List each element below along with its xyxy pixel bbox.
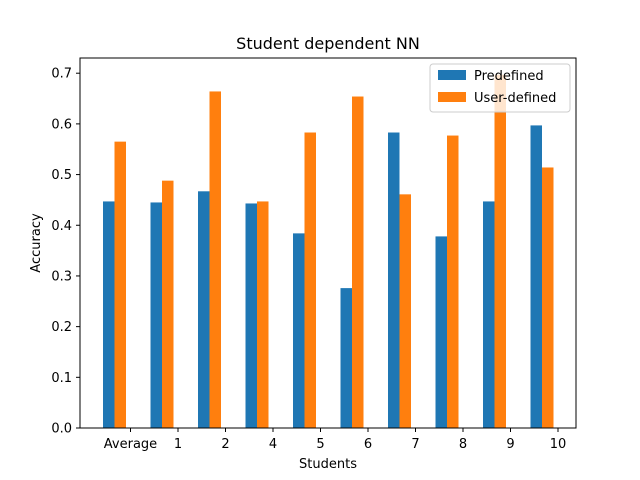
y-tick-label: 0.1 (51, 371, 72, 386)
bar-user-defined-7 (399, 194, 411, 428)
bar-user-defined-5 (304, 132, 316, 429)
bars-group (103, 74, 554, 429)
bar-user-defined-8 (447, 135, 459, 428)
bar-predefined-4 (245, 203, 257, 428)
bar-user-defined-9 (494, 74, 506, 429)
legend: Predefined User-defined (429, 63, 571, 113)
chart-title: Student dependent NN (236, 34, 420, 53)
x-tick-label-average: Average (104, 437, 157, 452)
bar-predefined-7 (388, 132, 400, 429)
x-tick-label-5: 5 (316, 437, 324, 452)
y-tick-label: 0.5 (51, 168, 72, 183)
y-tick-label: 0.6 (51, 117, 72, 132)
legend-swatch-user-defined (438, 92, 466, 102)
x-tick-label-8: 8 (459, 437, 467, 452)
legend-label-predefined: Predefined (474, 69, 544, 84)
y-tick-label: 0.4 (51, 219, 72, 234)
x-tick-label-9: 9 (506, 437, 514, 452)
bar-predefined-10 (530, 125, 542, 429)
y-axis-label: Accuracy (29, 213, 44, 273)
x-axis-label: Students (299, 457, 357, 472)
plot-frame (79, 57, 577, 429)
legend-swatch-predefined (438, 70, 466, 80)
bar-predefined-2 (198, 191, 210, 428)
x-tick-label-6: 6 (364, 437, 372, 452)
y-tick-label: 0.3 (51, 269, 72, 284)
bar-predefined-average (103, 201, 115, 428)
bar-user-defined-4 (257, 201, 269, 428)
legend-label-user-defined: User-defined (474, 91, 556, 106)
x-axis-ticks: Average 1 2 4 5 6 7 8 9 10 (104, 428, 566, 452)
bar-predefined-5 (293, 233, 305, 428)
bar-predefined-9 (483, 201, 495, 428)
x-tick-label-10: 10 (550, 437, 567, 452)
y-axis-ticks: 0.0 0.1 0.2 0.3 0.4 0.5 0.6 0.7 (51, 67, 80, 437)
bar-user-defined-10 (542, 167, 554, 429)
y-tick-label: 0.0 (51, 422, 72, 437)
bar-user-defined-average (114, 141, 126, 429)
bar-predefined-6 (340, 288, 352, 428)
x-tick-label-7: 7 (411, 437, 419, 452)
bar-predefined-8 (435, 236, 447, 428)
y-tick-label: 0.2 (51, 320, 72, 335)
y-tick-label: 0.7 (51, 67, 72, 82)
x-tick-label-1: 1 (174, 437, 182, 452)
bar-predefined-1 (150, 202, 162, 428)
bar-user-defined-1 (162, 180, 174, 428)
bar-user-defined-2 (209, 91, 221, 428)
bar-user-defined-6 (352, 96, 364, 429)
x-tick-label-4: 4 (269, 437, 277, 452)
x-tick-label-2: 2 (221, 437, 229, 452)
